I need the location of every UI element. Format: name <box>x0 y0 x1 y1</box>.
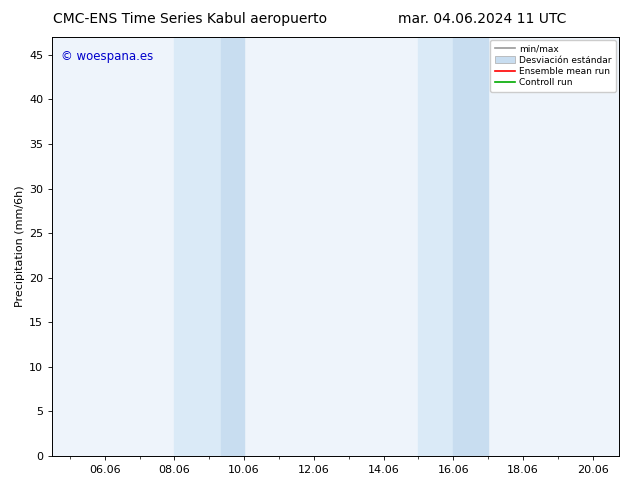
Y-axis label: Precipitation (mm/6h): Precipitation (mm/6h) <box>15 186 25 307</box>
Bar <box>174 37 221 456</box>
Bar <box>418 37 453 456</box>
Text: CMC-ENS Time Series Kabul aeropuerto: CMC-ENS Time Series Kabul aeropuerto <box>53 12 327 26</box>
Text: mar. 04.06.2024 11 UTC: mar. 04.06.2024 11 UTC <box>398 12 566 26</box>
Legend: min/max, Desviación estándar, Ensemble mean run, Controll run: min/max, Desviación estándar, Ensemble m… <box>490 40 616 92</box>
Bar <box>221 37 244 456</box>
Bar <box>453 37 488 456</box>
Text: © woespana.es: © woespana.es <box>61 49 153 63</box>
